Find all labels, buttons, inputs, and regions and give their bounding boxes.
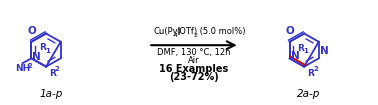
Text: O: O [27, 26, 36, 36]
Text: R: R [307, 69, 314, 78]
Text: 2: 2 [55, 66, 60, 72]
Text: O: O [285, 26, 294, 36]
Text: 1: 1 [303, 48, 308, 54]
Text: N: N [320, 46, 328, 56]
Text: R: R [39, 43, 46, 52]
Text: Cu(Py): Cu(Py) [153, 27, 181, 36]
Text: NH: NH [15, 64, 31, 73]
Text: (23-72%): (23-72%) [169, 72, 219, 82]
Text: (OTf): (OTf) [177, 27, 198, 36]
Text: 1: 1 [45, 48, 50, 54]
Text: N: N [33, 52, 41, 62]
Text: 2: 2 [313, 66, 318, 72]
Text: 2: 2 [194, 33, 198, 38]
Text: R: R [49, 69, 56, 78]
Text: 2a-p: 2a-p [297, 89, 321, 99]
Text: Air: Air [188, 56, 200, 65]
Text: N: N [291, 51, 299, 61]
Text: 4: 4 [174, 33, 178, 38]
Text: (5.0 mol%): (5.0 mol%) [197, 27, 245, 36]
Text: 1a-p: 1a-p [39, 89, 63, 99]
Text: DMF, 130 °C, 12h: DMF, 130 °C, 12h [157, 48, 231, 57]
Text: 16 Examples: 16 Examples [160, 64, 229, 74]
Text: R: R [297, 43, 304, 52]
Text: 2: 2 [28, 63, 33, 69]
